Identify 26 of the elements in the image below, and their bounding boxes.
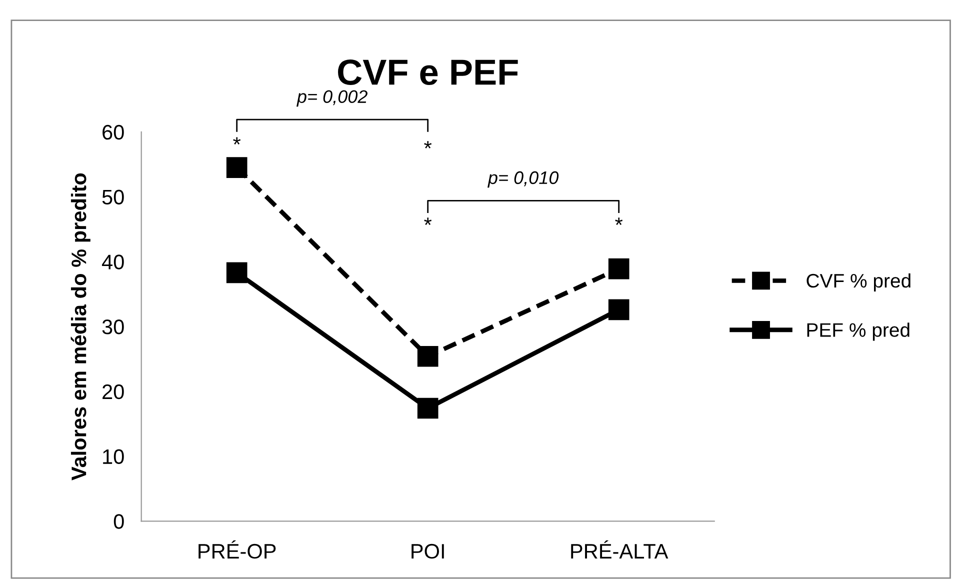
text: p= 0,002 bbox=[296, 90, 368, 107]
y-tick-label: 50 bbox=[102, 190, 124, 205]
x-tick-label: PRÉ-ALTA bbox=[571, 540, 668, 558]
y-tick-label: 40 bbox=[102, 254, 124, 270]
annotation: p= 0,010 bbox=[488, 171, 559, 188]
x-tick-label: PRÉ-OP bbox=[198, 540, 276, 559]
x-tick-label: POI bbox=[412, 544, 444, 559]
annotation: * bbox=[424, 141, 432, 148]
y-tick-label: 60 bbox=[102, 124, 124, 140]
point bbox=[417, 398, 438, 419]
y-tick-label: 20 bbox=[102, 384, 124, 400]
legend-label: PEF % pred bbox=[807, 322, 910, 341]
annotation: * bbox=[424, 218, 432, 225]
y-tick-label: 10 bbox=[103, 449, 124, 464]
legend-label: CVF % pred bbox=[806, 273, 910, 292]
point bbox=[226, 262, 248, 284]
annotation: * bbox=[615, 218, 623, 225]
y-tick-label: 0 bbox=[114, 514, 124, 529]
point bbox=[417, 346, 438, 367]
y-tick-label: 30 bbox=[102, 320, 124, 334]
point bbox=[608, 299, 630, 320]
y-axis-title: Valores em média do % predito bbox=[70, 173, 90, 480]
annotation: * bbox=[233, 137, 241, 145]
point bbox=[226, 157, 248, 178]
chart-title: CVF e PEF bbox=[338, 59, 518, 86]
point bbox=[608, 258, 630, 280]
